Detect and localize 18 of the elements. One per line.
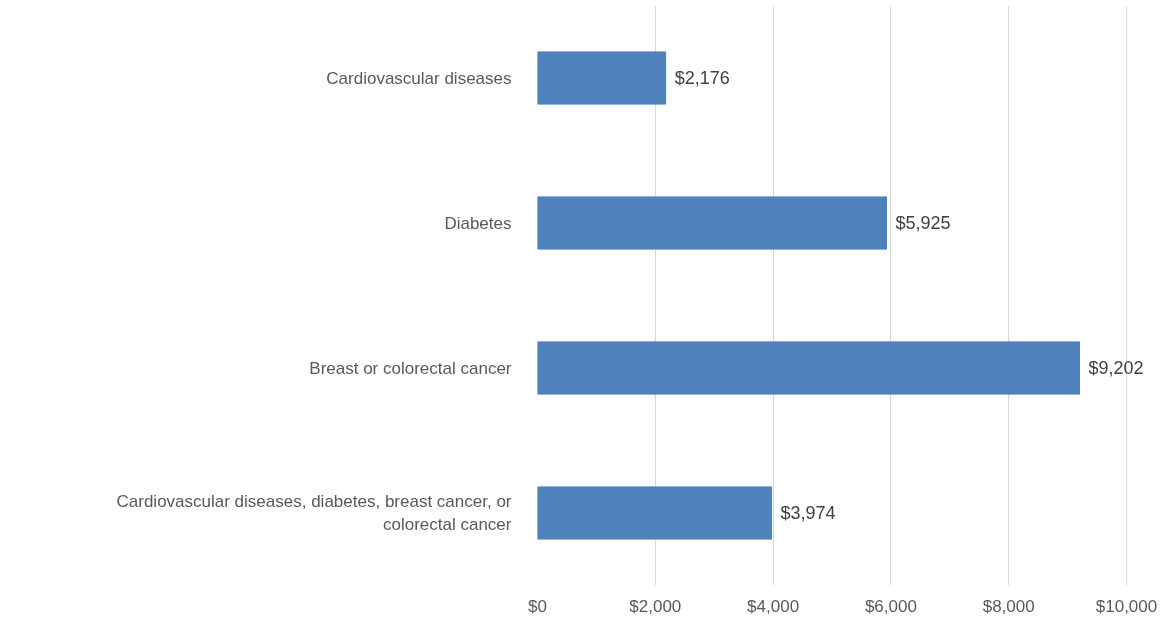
y-tick-label: Cardiovascular diseases [326, 68, 512, 88]
y-tick-label: Breast or colorectal cancer [309, 358, 512, 378]
bar [537, 486, 773, 540]
x-tick-label: $2,000 [629, 596, 682, 616]
bar [537, 341, 1080, 395]
x-tick-label: $8,000 [982, 596, 1035, 616]
data-label: $5,925 [895, 213, 951, 233]
data-label: $2,176 [674, 68, 730, 88]
x-tick-label: $6,000 [864, 596, 917, 616]
data-label: $9,202 [1088, 358, 1144, 378]
bar [537, 51, 667, 105]
x-tick-label: $10,000 [1095, 596, 1158, 616]
x-tick-label: $4,000 [747, 596, 800, 616]
data-label: $3,974 [780, 503, 836, 523]
y-tick-label: Diabetes [444, 213, 512, 233]
bar [537, 196, 887, 250]
x-tick-label: $0 [528, 596, 547, 616]
y-tick-label: Cardiovascular diseases, diabetes, breast cancer, or colorectal cancer [116, 492, 512, 534]
